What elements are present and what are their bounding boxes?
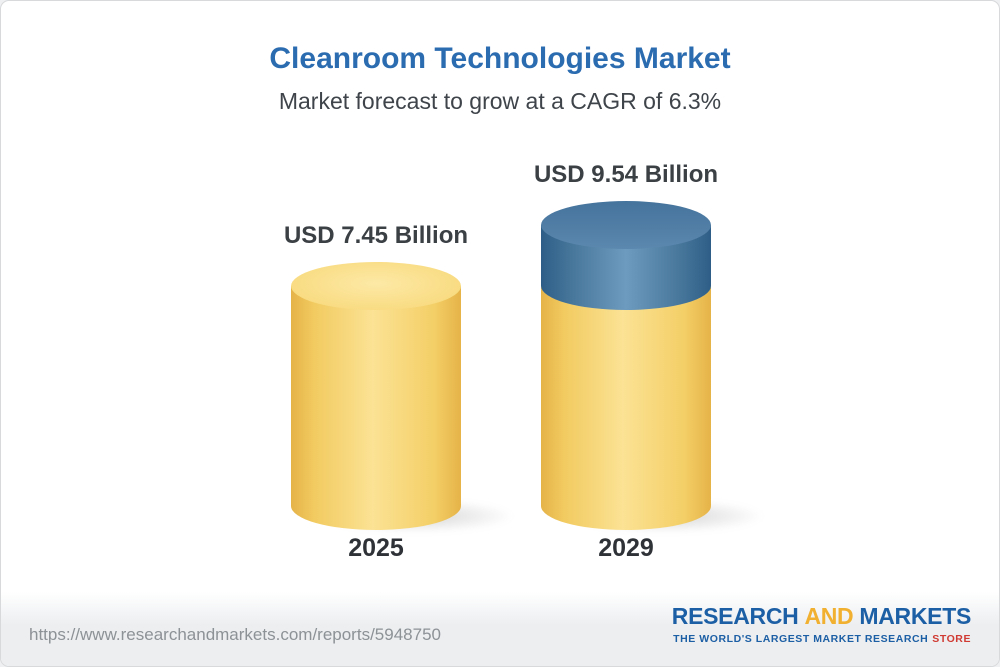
report-url[interactable]: https://www.researchandmarkets.com/repor… [29, 625, 441, 644]
logo-tagline: THE WORLD'S LARGEST MARKET RESEARCH STORE [672, 633, 971, 645]
bar-2025-value-label: USD 7.45 Billion [283, 222, 469, 250]
logo-word-markets: MARKETS [859, 603, 971, 629]
bar-2029: USD 9.54 Billion 2029 [534, 1, 765, 666]
research-and-markets-logo[interactable]: RESEARCH AND MARKETS THE WORLD'S LARGEST M… [671, 603, 972, 645]
bar-2025: USD 7.45 Billion 2025 [284, 1, 515, 666]
bar-2029-category-label: 2029 [598, 534, 654, 562]
logo-word-research: RESEARCH [671, 603, 799, 629]
logo-wordmark: RESEARCH AND MARKETS [671, 603, 972, 630]
logo-tagline-text: THE WORLD'S LARGEST MARKET RESEARCH [673, 633, 929, 645]
bar-2025-category-label: 2025 [348, 534, 404, 562]
bar-2029-cylinder-body [541, 286, 711, 530]
bar-2029-growth-cap-top [541, 200, 711, 249]
bar-2025-cylinder-body [291, 286, 461, 530]
page-title: Cleanroom Technologies Market [269, 42, 731, 75]
footer-band [1, 592, 999, 666]
bar-2025-cylinder-top [291, 262, 461, 311]
logo-word-and: AND [804, 603, 854, 629]
page-subtitle: Market forecast to grow at a CAGR of 6.3… [278, 88, 722, 114]
logo-tagline-store: STORE [932, 633, 971, 645]
bar-2029-value-label: USD 9.54 Billion [533, 160, 719, 188]
